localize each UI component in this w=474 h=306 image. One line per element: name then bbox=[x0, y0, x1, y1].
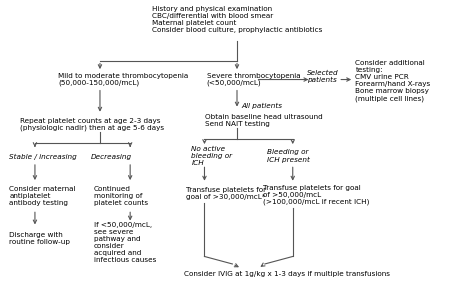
Text: Stable / increasing: Stable / increasing bbox=[9, 154, 77, 160]
Text: If <50,000/mcL,
see severe
pathway and
consider
acquired and
infectious causes: If <50,000/mcL, see severe pathway and c… bbox=[94, 222, 156, 263]
Text: Consider IVIG at 1g/kg x 1-3 days if multiple transfusions: Consider IVIG at 1g/kg x 1-3 days if mul… bbox=[183, 271, 390, 277]
Text: Consider maternal
antiplatelet
antibody testing: Consider maternal antiplatelet antibody … bbox=[9, 186, 76, 207]
Text: Selected
patients: Selected patients bbox=[307, 70, 339, 83]
Text: Discharge with
routine follow-up: Discharge with routine follow-up bbox=[9, 232, 70, 245]
Text: Severe thrombocytopenia
(<50,000/mcL): Severe thrombocytopenia (<50,000/mcL) bbox=[207, 73, 301, 86]
Text: Mild to moderate thrombocytopenia
(50,000-150,000/mcL): Mild to moderate thrombocytopenia (50,00… bbox=[58, 73, 188, 86]
Text: Transfuse platelets for
goal of >30,000/mcL*: Transfuse platelets for goal of >30,000/… bbox=[186, 187, 266, 200]
Text: Transfuse platelets for goal
of >50,000/mcL
(>100,000/mcL if recent ICH): Transfuse platelets for goal of >50,000/… bbox=[263, 185, 369, 205]
Text: No active
bleeding or
ICH: No active bleeding or ICH bbox=[191, 146, 233, 166]
Text: Obtain baseline head ultrasound
Send NAIT testing: Obtain baseline head ultrasound Send NAI… bbox=[205, 114, 323, 127]
Text: Consider additional
testing:
CMV urine PCR
Forearm/hand X-rays
Bone marrow biops: Consider additional testing: CMV urine P… bbox=[356, 60, 431, 102]
Text: Repeat platelet counts at age 2-3 days
(physiologic nadir) then at age 5-6 days: Repeat platelet counts at age 2-3 days (… bbox=[19, 118, 164, 131]
Text: Bleeding or
ICH present: Bleeding or ICH present bbox=[267, 149, 310, 162]
Text: All patients: All patients bbox=[242, 103, 283, 109]
Text: Continued
monitoring of
platelet counts: Continued monitoring of platelet counts bbox=[94, 186, 148, 207]
Text: Decreasing: Decreasing bbox=[91, 154, 132, 160]
Text: History and physical examination
CBC/differential with blood smear
Maternal plat: History and physical examination CBC/dif… bbox=[152, 6, 322, 33]
